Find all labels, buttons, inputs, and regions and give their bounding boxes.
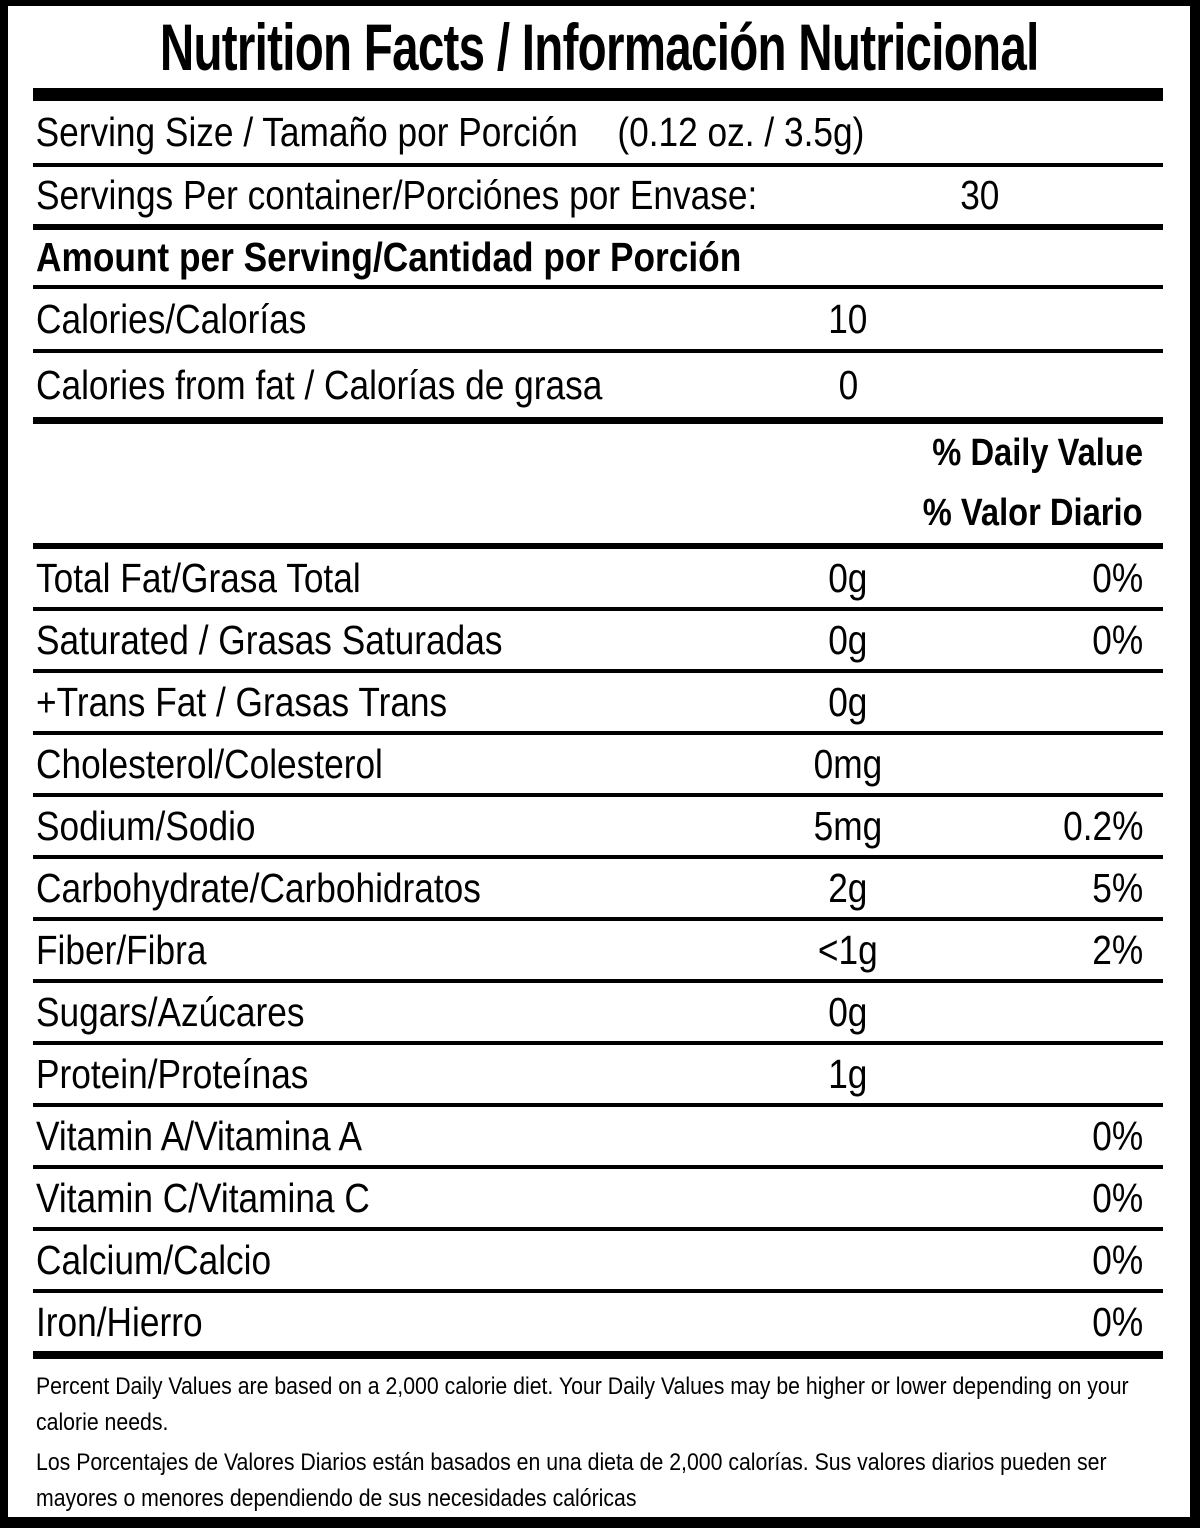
daily-value-header-en: % Daily Value bbox=[932, 432, 1143, 475]
divider bbox=[33, 163, 1163, 167]
nutrient-row: Calcium/Calcio 0% bbox=[33, 1231, 1163, 1289]
divider bbox=[33, 1227, 1163, 1231]
daily-value-header-es: % Valor Diario bbox=[923, 491, 1143, 534]
nutrient-amount: 0g bbox=[828, 678, 868, 725]
nutrient-dv: 2% bbox=[1092, 926, 1143, 973]
servings-per-container-row: Servings Per container/Porciónes por Env… bbox=[33, 167, 1163, 224]
divider bbox=[33, 285, 1163, 289]
nutrient-amount: 0g bbox=[828, 554, 868, 601]
nutrient-label: Sodium/Sodio bbox=[36, 802, 256, 849]
nutrient-row: Vitamin C/Vitamina C 0% bbox=[33, 1169, 1163, 1227]
divider bbox=[33, 669, 1163, 673]
nutrient-row: +Trans Fat / Grasas Trans 0g bbox=[33, 673, 1163, 731]
divider bbox=[33, 855, 1163, 859]
nutrient-label: Sugars/Azúcares bbox=[36, 988, 305, 1035]
serving-size-label: Serving Size / Tamaño por Porción bbox=[35, 108, 578, 155]
nutrient-amount: 0mg bbox=[813, 740, 883, 787]
divider-thick bbox=[33, 1351, 1163, 1359]
serving-size-row: Serving Size / Tamaño por Porción (0.12 o… bbox=[33, 101, 1163, 163]
footnotes: Percent Daily Values are based on a 2,00… bbox=[33, 1359, 1163, 1517]
nutrient-dv: 0% bbox=[1092, 554, 1143, 601]
serving-size-value: (0.12 oz. / 3.5g) bbox=[617, 108, 865, 155]
divider-thick bbox=[33, 88, 1163, 101]
nutrient-row: Cholesterol/Colesterol 0mg bbox=[33, 735, 1163, 793]
amount-per-serving-label: Amount per Serving/Cantidad por Porción bbox=[36, 234, 742, 280]
divider bbox=[33, 793, 1163, 797]
nutrient-label: Fiber/Fibra bbox=[36, 926, 207, 973]
label-content: Serving Size / Tamaño por Porción (0.12 o… bbox=[33, 88, 1163, 1517]
calories-row: Calories/Calorías 10 bbox=[33, 289, 1163, 349]
nutrient-label: Cholesterol/Colesterol bbox=[36, 740, 383, 787]
nutrient-amount: 1g bbox=[828, 1050, 868, 1097]
nutrient-label: +Trans Fat / Grasas Trans bbox=[36, 678, 448, 725]
divider bbox=[33, 349, 1163, 353]
nutrient-dv: 0% bbox=[1092, 616, 1143, 663]
divider bbox=[33, 1103, 1163, 1107]
calories-from-fat-row: Calories from fat / Calorías de grasa 0 bbox=[33, 353, 1163, 417]
calories-from-fat-value: 0 bbox=[838, 361, 858, 408]
nutrient-amount: 5mg bbox=[813, 802, 883, 849]
divider bbox=[33, 1041, 1163, 1045]
divider-medium bbox=[33, 224, 1163, 230]
nutrient-row: Carbohydrate/Carbohidratos 2g 5% bbox=[33, 859, 1163, 917]
nutrient-row: Iron/Hierro 0% bbox=[33, 1293, 1163, 1351]
page-title: Nutrition Facts / Información Nutriciona… bbox=[159, 10, 1039, 84]
nutrient-row: Fiber/Fibra <1g 2% bbox=[33, 921, 1163, 979]
divider bbox=[33, 731, 1163, 735]
nutrient-row: Total Fat/Grasa Total 0g 0% bbox=[33, 549, 1163, 607]
footnote-english: Percent Daily Values are based on a 2,00… bbox=[36, 1373, 1129, 1436]
nutrient-dv: 0% bbox=[1092, 1236, 1143, 1283]
nutrient-amount: 2g bbox=[828, 864, 868, 911]
servings-per-container-label: Servings Per container/Porciónes por Env… bbox=[36, 172, 758, 218]
nutrient-row: Sodium/Sodio 5mg 0.2% bbox=[33, 797, 1163, 855]
nutrient-label: Iron/Hierro bbox=[36, 1298, 203, 1345]
daily-value-header: % Daily Value % Valor Diario bbox=[33, 424, 1163, 543]
nutrient-row: Saturated / Grasas Saturadas 0g 0% bbox=[33, 611, 1163, 669]
nutrient-amount: <1g bbox=[818, 926, 878, 973]
divider-medium bbox=[33, 543, 1163, 549]
nutrient-label: Vitamin C/Vitamina C bbox=[36, 1174, 370, 1221]
nutrient-amount: 0g bbox=[828, 616, 868, 663]
nutrient-label: Saturated / Grasas Saturadas bbox=[36, 616, 503, 663]
divider bbox=[33, 1165, 1163, 1169]
footnote-spanish: Los Porcentajes de Valores Diarios están… bbox=[36, 1449, 1107, 1512]
servings-per-container-value: 30 bbox=[960, 172, 1000, 218]
divider bbox=[33, 607, 1163, 611]
nutrient-dv: 0.2% bbox=[1062, 802, 1143, 849]
amount-per-serving-header: Amount per Serving/Cantidad por Porción bbox=[33, 230, 1163, 285]
divider bbox=[33, 979, 1163, 983]
calories-value: 10 bbox=[828, 295, 868, 342]
nutrient-dv: 0% bbox=[1092, 1112, 1143, 1159]
nutrient-row: Vitamin A/Vitamina A 0% bbox=[33, 1107, 1163, 1165]
nutrient-row: Protein/Proteínas 1g bbox=[33, 1045, 1163, 1103]
nutrient-label: Carbohydrate/Carbohidratos bbox=[36, 864, 481, 911]
calories-label: Calories/Calorías bbox=[36, 295, 307, 342]
title-area: Nutrition Facts / Información Nutriciona… bbox=[8, 6, 1190, 88]
divider bbox=[33, 1289, 1163, 1293]
nutrient-table: Total Fat/Grasa Total 0g 0% Saturated / … bbox=[33, 549, 1163, 1351]
nutrient-label: Total Fat/Grasa Total bbox=[36, 554, 361, 601]
nutrient-dv: 0% bbox=[1092, 1298, 1143, 1345]
divider-medium bbox=[33, 417, 1163, 424]
nutrient-label: Calcium/Calcio bbox=[36, 1236, 272, 1283]
nutrient-label: Vitamin A/Vitamina A bbox=[36, 1112, 363, 1159]
nutrient-amount: 0g bbox=[828, 988, 868, 1035]
nutrient-dv: 5% bbox=[1092, 864, 1143, 911]
nutrient-dv: 0% bbox=[1092, 1174, 1143, 1221]
nutrient-label: Protein/Proteínas bbox=[36, 1050, 309, 1097]
nutrient-row: Sugars/Azúcares 0g bbox=[33, 983, 1163, 1041]
divider bbox=[33, 917, 1163, 921]
calories-from-fat-label: Calories from fat / Calorías de grasa bbox=[36, 361, 603, 408]
